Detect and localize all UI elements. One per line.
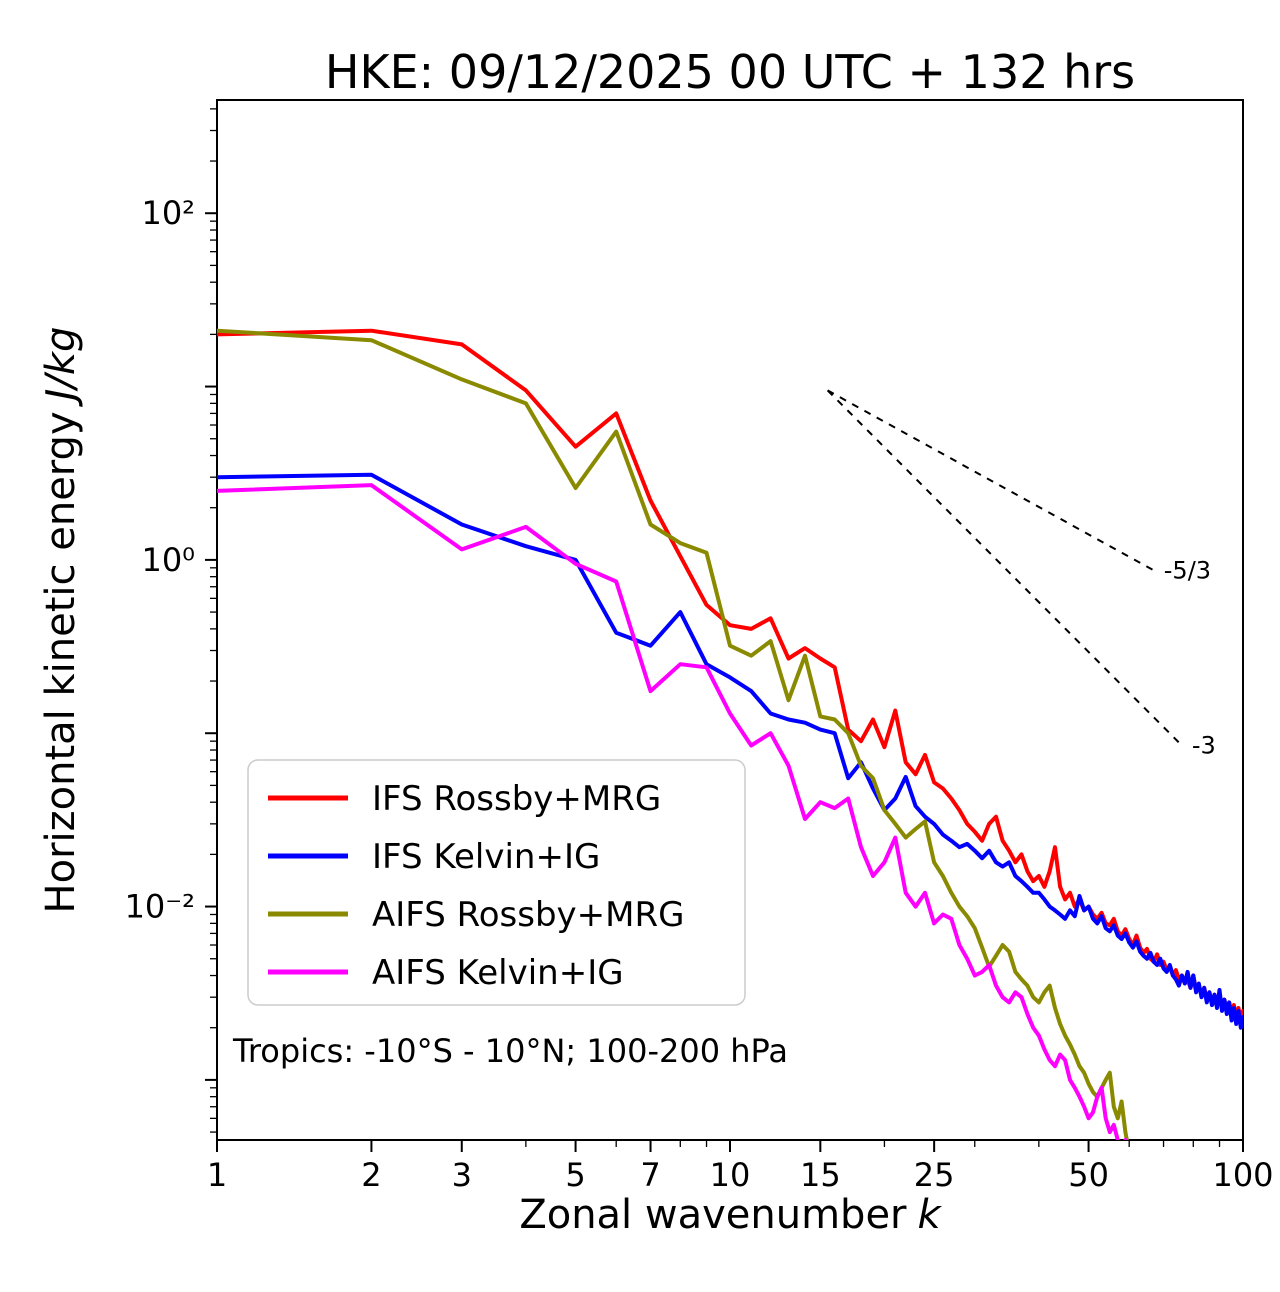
x-tick-label: 25 [914, 1156, 955, 1194]
y-tick-label: 10⁻² [125, 888, 195, 926]
y-axis-ticks: 10² 10⁰ 10⁻² [125, 108, 217, 1133]
region-annotation: Tropics: -10°S - 10°N; 100-200 hPa [232, 1032, 788, 1070]
legend-label-aifs-kelvin: AIFS Kelvin+IG [372, 953, 624, 993]
x-axis-ticks: 1 2 3 5 7 10 15 25 50 100 [207, 1140, 1274, 1194]
legend-label-aifs-rossby: AIFS Rossby+MRG [372, 895, 684, 935]
x-tick-label: 3 [452, 1156, 472, 1194]
x-tick-label: 15 [800, 1156, 841, 1194]
x-tick-label: 10 [710, 1156, 751, 1194]
x-tick-label: 2 [361, 1156, 381, 1194]
y-axis-label-text: Horizontal kinetic energy [38, 411, 84, 913]
y-tick-label: 10² [141, 194, 195, 232]
x-tick-label: 100 [1212, 1156, 1273, 1194]
x-tick-label: 5 [565, 1156, 585, 1194]
y-axis-label-var: J/kg [38, 327, 84, 408]
ref-slope-line [826, 389, 1183, 747]
ref-slope-label: -3 [1192, 731, 1216, 759]
x-axis-label: Zonal wavenumber k [519, 1192, 942, 1238]
chart-title: HKE: 09/12/2025 00 UTC + 132 hrs [325, 45, 1135, 99]
legend-label-ifs-rossby: IFS Rossby+MRG [372, 779, 661, 819]
x-tick-label: 50 [1068, 1156, 1109, 1194]
series-line-aifs-rossby-mrg [217, 328, 1129, 1140]
legend: IFS Rossby+MRG IFS Kelvin+IG AIFS Rossby… [247, 759, 746, 1006]
x-tick-label: 7 [640, 1156, 660, 1194]
y-tick-label: 10⁰ [141, 541, 195, 579]
legend-box [247, 759, 746, 1006]
series-line-aifs-kelvin-ig [217, 483, 1128, 1140]
y-axis-label: Horizontal kinetic energyJ/kg [38, 327, 84, 914]
ref-slope-label: -5/3 [1164, 556, 1211, 584]
series-lines [217, 328, 1243, 1140]
x-tick-label: 1 [207, 1156, 227, 1194]
x-axis-label-text: Zonal wavenumber [519, 1192, 907, 1238]
series-line-ifs-kelvin-ig [217, 472, 1243, 1030]
ref-slope-line [827, 389, 1155, 572]
legend-label-ifs-kelvin: IFS Kelvin+IG [372, 837, 600, 877]
x-axis-label-var: k [918, 1192, 943, 1238]
reference-slope-lines: -5/3 -3 [826, 389, 1216, 759]
